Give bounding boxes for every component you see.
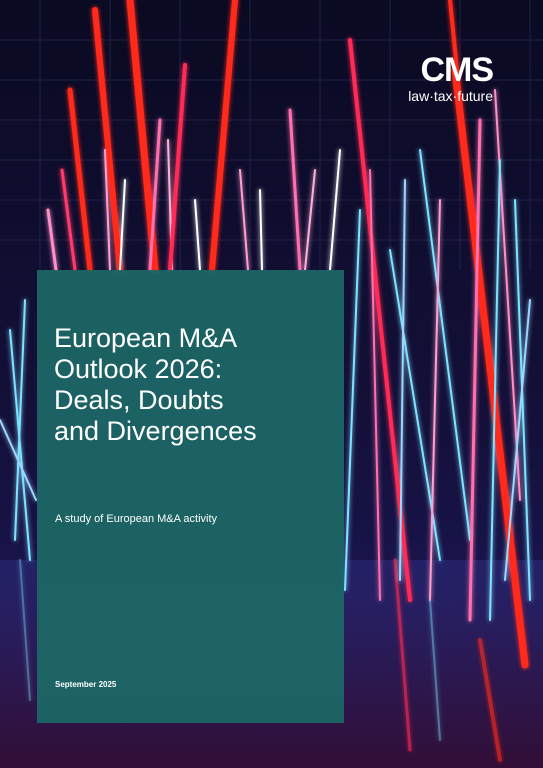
title-panel: European M&A Outlook 2026: Deals, Doubts… [37,270,344,723]
neon-tubes [0,0,531,762]
report-subtitle: A study of European M&A activity [55,513,218,525]
cms-logo-mark: CMS [420,51,494,89]
cms-logo: CMS law·tax·future [373,50,494,104]
ceiling-grid [0,0,543,270]
publication-date: September 2025 [55,680,117,689]
cms-logo-tagline: law·tax·future [408,88,493,104]
report-title: European M&A Outlook 2026: Deals, Doubts… [54,323,257,446]
